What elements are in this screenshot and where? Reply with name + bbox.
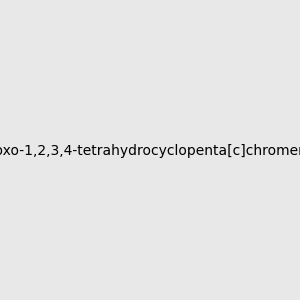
Text: N,N-dimethyl-2-[(4-oxo-1,2,3,4-tetrahydrocyclopenta[c]chromen-7-yl)oxy]acetamide: N,N-dimethyl-2-[(4-oxo-1,2,3,4-tetrahydr… bbox=[0, 145, 300, 158]
